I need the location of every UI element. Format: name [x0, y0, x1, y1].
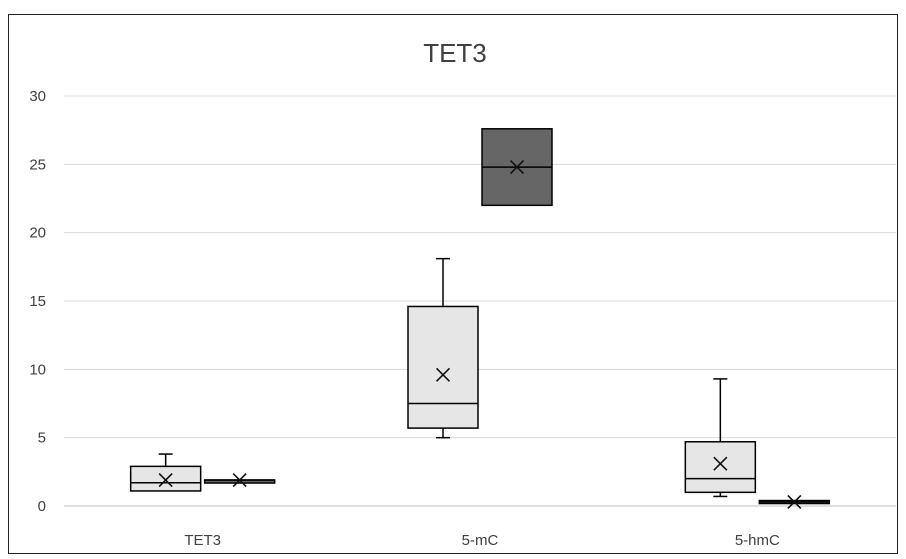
box-5-hmc-series-1 — [684, 378, 757, 498]
mean-marker — [232, 472, 247, 488]
mean-marker — [787, 494, 802, 509]
x-tick-label: 5-mC — [462, 532, 499, 549]
box-5-mc-series-1 — [407, 257, 479, 439]
y-tick-label: 0 — [38, 498, 46, 515]
boxes — [129, 128, 831, 509]
y-tick-label: 20 — [29, 225, 46, 242]
y-tick-label: 30 — [29, 88, 46, 105]
box-tet3-series-1 — [129, 453, 202, 492]
y-tick-label: 25 — [29, 156, 46, 173]
y-tick-label: 10 — [29, 361, 46, 378]
mean-marker — [435, 367, 451, 382]
x-tick-label: TET3 — [184, 532, 221, 549]
gridlines — [64, 95, 896, 507]
box-tet3-series-2 — [203, 472, 276, 488]
x-axis-ticks: TET3 5-mC 5-hmC — [184, 532, 780, 549]
box-body — [407, 305, 479, 429]
y-tick-label: 5 — [38, 430, 46, 447]
mean-marker — [509, 160, 525, 175]
box-5-mc-series-2 — [481, 128, 553, 207]
box-body — [129, 465, 202, 492]
mean-marker — [158, 472, 173, 488]
box-body — [684, 441, 757, 494]
box-5-hmc-series-2 — [758, 494, 831, 509]
chart-title: TET3 — [423, 38, 487, 68]
y-tick-label: 15 — [29, 293, 46, 310]
y-axis-ticks: 0 5 10 15 20 25 30 — [29, 88, 46, 515]
mean-marker — [713, 456, 728, 471]
x-tick-label: 5-hmC — [735, 532, 780, 549]
